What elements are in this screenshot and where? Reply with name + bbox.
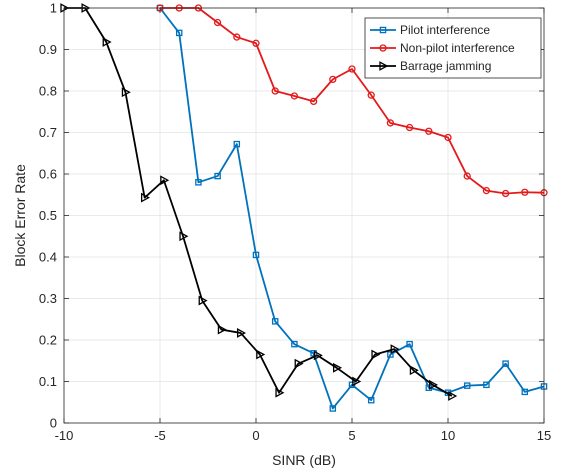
data-point xyxy=(179,231,189,242)
data-point xyxy=(387,351,394,358)
data-point xyxy=(60,3,70,13)
x-tick-label: 5 xyxy=(348,428,355,443)
legend: Pilot interference Non-pilot interference… xyxy=(364,17,542,79)
data-point xyxy=(329,405,337,412)
data-point xyxy=(521,188,529,196)
data-point xyxy=(217,324,227,335)
series-barrage-jamming xyxy=(60,3,458,401)
data-point xyxy=(386,119,395,127)
x-tick-label: 0 xyxy=(252,428,259,443)
legend-marker xyxy=(379,26,387,34)
data-point xyxy=(198,295,208,306)
y-tick-label: 0.6 xyxy=(39,167,57,182)
data-point xyxy=(102,37,112,47)
series-pilot-interference xyxy=(156,4,548,412)
data-point xyxy=(371,349,381,360)
data-point xyxy=(310,350,317,357)
y-tick-label: 1 xyxy=(50,1,57,16)
legend-label: Barrage jamming xyxy=(400,59,491,73)
x-tick-label: -5 xyxy=(154,428,166,443)
data-point xyxy=(448,391,458,401)
data-point xyxy=(160,175,170,186)
y-tick-label: 0.1 xyxy=(39,374,57,389)
legend-marker xyxy=(379,61,389,71)
data-point xyxy=(291,340,298,348)
data-point xyxy=(390,344,400,355)
x-tick-label: 15 xyxy=(537,428,551,443)
grid-lines xyxy=(63,7,545,424)
data-series xyxy=(60,3,548,412)
data-point xyxy=(428,379,439,390)
y-tick-label: 0.2 xyxy=(39,333,57,348)
data-point xyxy=(425,127,433,135)
x-tick-label: -10 xyxy=(55,428,74,443)
y-tick-label: 0 xyxy=(50,416,57,431)
data-point xyxy=(195,179,202,186)
y-tick-label: 0.3 xyxy=(39,291,57,306)
data-point xyxy=(502,360,509,367)
data-point xyxy=(121,87,131,98)
data-point xyxy=(444,133,452,142)
data-point xyxy=(213,18,222,27)
data-point xyxy=(252,39,260,47)
y-axis-label: Block Error Rate xyxy=(12,164,28,267)
data-point xyxy=(406,340,413,348)
data-point xyxy=(175,29,183,37)
data-point xyxy=(290,92,299,100)
data-point xyxy=(332,362,343,373)
data-point xyxy=(233,33,241,41)
x-tick-label: 10 xyxy=(441,428,455,443)
data-point xyxy=(501,189,510,198)
data-point xyxy=(214,172,221,180)
data-point xyxy=(236,328,247,338)
data-point xyxy=(352,376,362,387)
legend-label: Pilot interference xyxy=(400,23,490,37)
y-tick-label: 0.4 xyxy=(39,250,57,265)
y-tick-label: 0.8 xyxy=(39,84,57,99)
data-point xyxy=(275,387,285,398)
data-point xyxy=(252,251,260,259)
y-tick-label: 0.5 xyxy=(39,208,57,223)
legend-label: Non-pilot interference xyxy=(400,41,515,55)
data-point xyxy=(256,349,266,360)
data-point xyxy=(405,123,414,132)
data-point xyxy=(463,172,471,180)
data-point xyxy=(521,388,529,396)
data-point xyxy=(329,75,337,84)
data-point xyxy=(313,350,323,361)
axis-ticks: -10 -5 0 5 10 15 0 0.1 0.2 0.3 0.4 0.5 0.6 0.7 0.8 0.9 1 xyxy=(39,1,551,444)
data-point xyxy=(463,382,471,389)
legend-marker xyxy=(379,44,387,52)
data-point xyxy=(483,381,490,389)
series-line xyxy=(160,7,545,195)
data-point xyxy=(294,358,304,369)
data-point xyxy=(271,87,279,95)
data-point xyxy=(409,365,419,376)
data-point xyxy=(482,186,491,195)
x-axis-label: SINR (dB) xyxy=(272,452,336,468)
y-tick-label: 0.7 xyxy=(39,125,57,140)
data-point xyxy=(367,91,375,99)
data-point xyxy=(309,97,318,106)
series-line xyxy=(159,7,545,410)
data-point xyxy=(348,65,356,73)
data-point xyxy=(271,318,279,325)
data-point xyxy=(140,192,151,203)
series-line xyxy=(64,7,453,397)
data-point xyxy=(367,396,375,404)
data-point xyxy=(233,140,241,148)
y-tick-label: 0.9 xyxy=(39,42,57,57)
